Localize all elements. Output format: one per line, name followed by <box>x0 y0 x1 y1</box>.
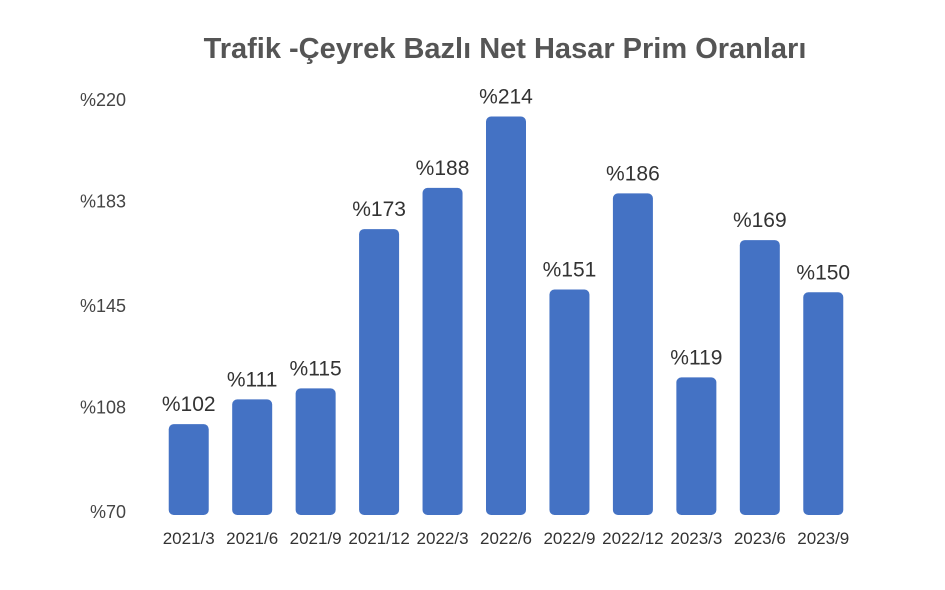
data-label: %151 <box>543 259 597 282</box>
data-label: %186 <box>606 162 660 185</box>
x-tick-label: 2021/9 <box>290 529 342 548</box>
bar <box>739 240 780 515</box>
data-label: %111 <box>227 368 278 391</box>
data-labels-group: %102 %111 %115 %173 %188 %214 %151 %186 %119 %169… <box>162 85 850 416</box>
bar <box>676 377 717 515</box>
chart-title: Trafik -Çeyrek Bazlı Net Hasar Prim Oran… <box>204 33 807 65</box>
y-tick-label: %108 <box>80 398 126 418</box>
y-axis: %70 %108 %145 %183 %220 <box>80 90 126 522</box>
bar <box>549 289 590 515</box>
bar <box>612 193 653 516</box>
bar <box>486 116 526 515</box>
x-tick-label: 2022/9 <box>543 529 595 548</box>
data-label: %150 <box>796 261 850 284</box>
x-tick-label: 2022/3 <box>417 529 469 548</box>
x-tick-label: 2022/6 <box>480 529 532 548</box>
x-tick-label: 2023/9 <box>797 529 849 548</box>
data-label: %119 <box>670 346 722 369</box>
data-label: %188 <box>416 157 470 180</box>
x-tick-label: 2023/3 <box>670 529 722 548</box>
bar <box>295 388 336 515</box>
bar <box>232 399 273 515</box>
bar <box>168 424 209 515</box>
x-tick-label: 2021/3 <box>163 529 215 548</box>
y-tick-label: %70 <box>90 502 126 522</box>
x-tick-label: 2023/6 <box>734 529 786 548</box>
bars-group <box>168 116 844 516</box>
data-label: %173 <box>352 198 406 221</box>
x-tick-label: 2021/12 <box>348 529 409 548</box>
x-tick-label: 2021/6 <box>226 529 278 548</box>
x-axis: 2021/3 2021/6 2021/9 2021/12 2022/3 2022/6 202… <box>163 529 850 548</box>
bar <box>422 187 463 516</box>
data-label: %115 <box>290 357 342 380</box>
data-label: %102 <box>162 393 216 416</box>
data-label: %169 <box>733 209 787 232</box>
y-tick-label: %220 <box>80 90 126 110</box>
bar <box>803 292 844 515</box>
x-tick-label: 2022/12 <box>602 529 663 548</box>
bar <box>359 229 400 516</box>
y-tick-label: %183 <box>80 192 126 212</box>
y-tick-label: %145 <box>80 296 126 316</box>
data-label: %214 <box>479 85 533 108</box>
